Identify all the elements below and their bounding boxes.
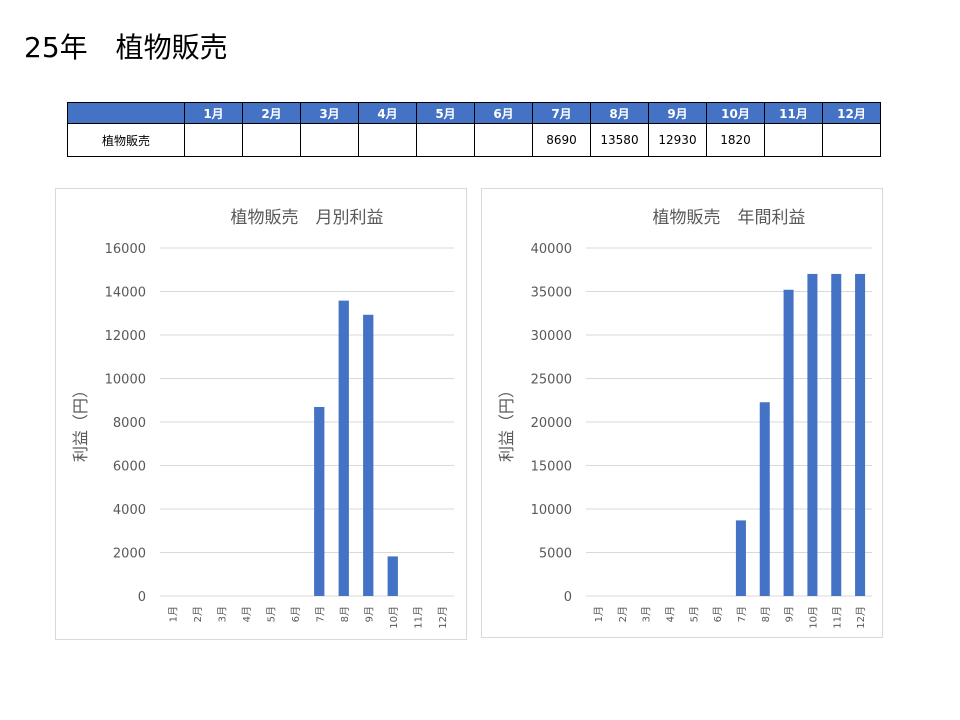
y-tick-label: 10000 — [105, 373, 146, 388]
bar — [387, 556, 398, 596]
month-header: 10月 — [706, 102, 765, 124]
month-value — [242, 123, 301, 157]
bar — [855, 273, 866, 596]
sales-table: 1月 2月 3月 4月 5月 6月 7月 8月 9月 10月 11月 12月 植物販売 8690 1358… — [67, 102, 881, 157]
month-value — [822, 123, 881, 157]
month-header: 9月 — [648, 102, 707, 124]
x-tick-label: 9月 — [363, 606, 375, 622]
bar — [314, 406, 325, 596]
x-tick-label: 3月 — [641, 606, 653, 622]
month-header: 4月 — [358, 102, 417, 124]
x-tick-label: 8月 — [760, 606, 772, 622]
y-tick-label: 35000 — [531, 286, 572, 301]
bar — [363, 314, 374, 596]
x-tick-label: 10月 — [807, 606, 819, 629]
x-tick-label: 5月 — [688, 606, 700, 622]
y-tick-label: 0 — [138, 590, 146, 605]
page-title: 25年 植物販売 — [24, 31, 228, 64]
month-value — [184, 123, 243, 157]
month-header: 3月 — [300, 102, 359, 124]
x-tick-label: 6月 — [712, 606, 724, 622]
chart-title: 植物販売 年間利益 — [653, 208, 806, 228]
x-tick-label: 7月 — [736, 606, 748, 622]
x-tick-label: 1月 — [167, 606, 179, 622]
month-header: 1月 — [184, 102, 243, 124]
monthly-profit-chart: 植物販売 月別利益利益（円） 0 2000 4000 6000 8000 10000 1200… — [55, 188, 467, 640]
month-value: 12930 — [648, 123, 707, 157]
y-tick-label: 0 — [564, 590, 572, 605]
x-tick-label: 3月 — [216, 606, 228, 622]
month-value — [764, 123, 823, 157]
bar — [759, 402, 770, 596]
y-tick-label: 16000 — [105, 242, 146, 257]
month-header: 2月 — [242, 102, 301, 124]
y-tick-label: 40000 — [531, 242, 572, 257]
x-tick-label: 4月 — [241, 606, 253, 622]
x-tick-label: 1月 — [593, 606, 605, 622]
month-value — [300, 123, 359, 157]
x-tick-label: 5月 — [265, 606, 277, 622]
month-header: 11月 — [764, 102, 823, 124]
month-header: 8月 — [590, 102, 649, 124]
row-label: 植物販売 — [67, 123, 185, 157]
y-tick-label: 20000 — [531, 416, 572, 431]
bar — [807, 273, 818, 596]
month-header: 7月 — [532, 102, 591, 124]
y-axis-label: 利益（円） — [497, 382, 516, 462]
bar — [338, 300, 349, 596]
bar — [831, 273, 842, 596]
x-tick-label: 12月 — [437, 606, 449, 629]
y-tick-label: 4000 — [113, 503, 146, 518]
x-tick-label: 9月 — [784, 606, 796, 622]
x-tick-label: 11月 — [412, 606, 424, 629]
month-header: 6月 — [474, 102, 533, 124]
y-axis-label: 利益（円） — [71, 382, 90, 462]
bar — [783, 289, 794, 596]
x-tick-label: 2月 — [617, 606, 629, 622]
x-tick-label: 4月 — [664, 606, 676, 622]
y-tick-label: 6000 — [113, 460, 146, 475]
y-tick-label: 2000 — [113, 547, 146, 562]
x-tick-label: 6月 — [290, 606, 302, 622]
y-tick-label: 8000 — [113, 416, 146, 431]
month-value: 13580 — [590, 123, 649, 157]
x-tick-label: 10月 — [388, 606, 400, 629]
y-tick-label: 5000 — [539, 547, 572, 562]
x-tick-label: 7月 — [314, 606, 326, 622]
y-tick-label: 30000 — [531, 329, 572, 344]
x-tick-label: 8月 — [339, 606, 351, 622]
x-tick-label: 12月 — [855, 606, 867, 629]
header-corner — [67, 102, 185, 124]
month-header: 12月 — [822, 102, 881, 124]
y-tick-label: 15000 — [531, 460, 572, 475]
y-tick-label: 25000 — [531, 373, 572, 388]
month-value: 1820 — [706, 123, 765, 157]
annual-profit-chart: 植物販売 年間利益利益（円） 0 5000 10000 15000 20000 25000 3… — [481, 188, 883, 638]
chart-title: 植物販売 月別利益 — [231, 208, 384, 228]
y-tick-label: 10000 — [531, 503, 572, 518]
x-tick-label: 2月 — [192, 606, 204, 622]
month-value — [358, 123, 417, 157]
month-header: 5月 — [416, 102, 475, 124]
month-value: 8690 — [532, 123, 591, 157]
y-tick-label: 14000 — [105, 286, 146, 301]
bar — [735, 520, 746, 596]
x-tick-label: 11月 — [831, 606, 843, 629]
y-tick-label: 12000 — [105, 329, 146, 344]
month-value — [474, 123, 533, 157]
month-value — [416, 123, 475, 157]
